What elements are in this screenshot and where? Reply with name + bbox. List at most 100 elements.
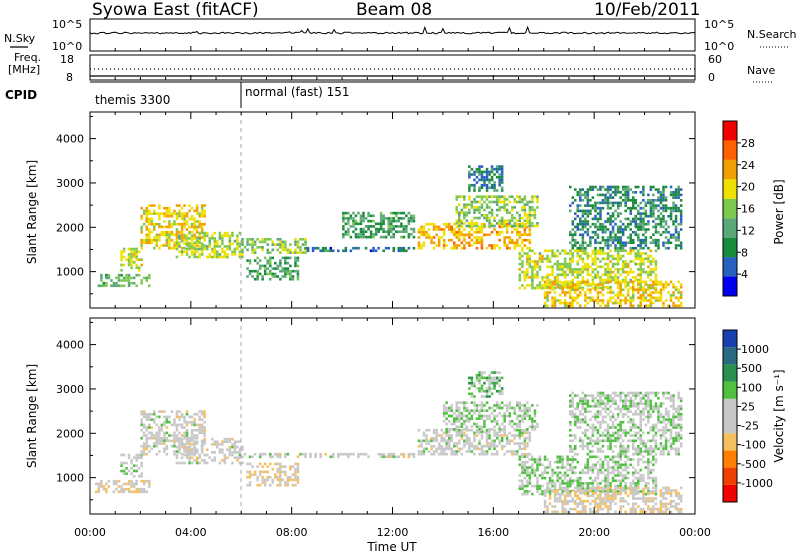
- velocity-cell: [261, 481, 264, 484]
- power-cell: [137, 250, 141, 254]
- velocity-cell: [279, 462, 282, 466]
- velocity-cell: [490, 412, 494, 415]
- power-cell: [596, 188, 600, 191]
- velocity-cell: [203, 426, 206, 429]
- velocity-cell: [566, 479, 569, 483]
- power-cell: [291, 251, 295, 254]
- velocity-cell: [319, 452, 322, 456]
- velocity-cell: [455, 430, 459, 434]
- velocity-cell: [178, 448, 181, 452]
- power-cell: [674, 196, 678, 199]
- power-cell: [669, 209, 673, 213]
- power-cell: [662, 209, 665, 213]
- velocity-cell: [397, 455, 401, 459]
- power-cell: [629, 304, 633, 308]
- velocity-cell: [122, 487, 126, 491]
- power-cell: [150, 230, 154, 234]
- velocity-cell: [432, 439, 436, 443]
- velocity-cell: [574, 436, 577, 440]
- power-cell: [604, 201, 607, 205]
- power-cell: [606, 212, 610, 215]
- power-cell: [526, 276, 529, 279]
- power-cell: [609, 254, 612, 258]
- velocity-cell: [425, 439, 428, 443]
- power-cell: [611, 241, 615, 245]
- velocity-cell: [200, 428, 204, 432]
- power-cell: [652, 185, 655, 189]
- velocity-cell: [142, 415, 146, 419]
- velocity-cell: [619, 486, 622, 490]
- velocity-cell: [203, 428, 206, 432]
- power-cell: [387, 233, 391, 236]
- velocity-cell: [198, 415, 201, 419]
- power-cell: [153, 209, 156, 213]
- velocity-cell: [632, 486, 635, 490]
- velocity-cell: [513, 452, 517, 456]
- power-cell: [395, 214, 398, 218]
- velocity-cell: [528, 414, 532, 418]
- power-cell: [465, 241, 469, 245]
- velocity-cell: [591, 415, 595, 419]
- velocity-cell: [584, 399, 587, 403]
- power-cell: [498, 233, 501, 237]
- power-cell: [241, 250, 244, 254]
- velocity-cell: [594, 497, 597, 500]
- power-cell: [662, 217, 665, 221]
- power-cell: [606, 265, 610, 269]
- velocity-cell: [173, 442, 176, 445]
- power-cell: [488, 216, 491, 220]
- power-cell: [284, 248, 287, 252]
- velocity-cell: [140, 423, 143, 427]
- velocity-cell: [591, 394, 595, 397]
- power-cell: [624, 249, 627, 253]
- velocity-cell: [551, 489, 554, 492]
- velocity-cell: [495, 414, 499, 418]
- velocity-cell: [503, 428, 506, 431]
- power-cell: [609, 249, 612, 253]
- velocity-cell: [465, 417, 469, 421]
- power-cell: [626, 291, 630, 294]
- power-colorbar-tick-label: 4: [741, 268, 748, 281]
- power-cell: [639, 293, 643, 297]
- power-cell: [629, 238, 633, 242]
- velocity-cell: [309, 452, 312, 456]
- velocity-cell: [448, 409, 451, 413]
- velocity-cell: [584, 491, 587, 495]
- velocity-cell: [649, 468, 653, 472]
- velocity-cell: [596, 510, 600, 514]
- power-cell: [263, 272, 267, 276]
- velocity-cell: [551, 468, 554, 472]
- velocity-cell: [276, 478, 280, 482]
- power-cell: [251, 248, 254, 252]
- power-cell: [664, 241, 668, 245]
- velocity-cell: [584, 407, 587, 411]
- velocity-cell: [637, 505, 640, 508]
- velocity-cell: [558, 494, 562, 498]
- power-cell: [175, 236, 179, 239]
- velocity-cell: [440, 444, 443, 448]
- velocity-cell: [178, 431, 181, 435]
- power-cell: [465, 233, 469, 237]
- velocity-cell: [639, 510, 643, 514]
- power-cell: [480, 165, 484, 168]
- velocity-cell: [589, 455, 592, 459]
- power-cell: [478, 173, 481, 176]
- velocity-cell: [521, 442, 524, 445]
- power-cell: [614, 244, 617, 247]
- velocity-cell: [274, 475, 277, 479]
- velocity-cell: [629, 507, 633, 511]
- velocity-cell: [140, 479, 143, 483]
- power-cell: [518, 233, 522, 237]
- power-cell: [500, 230, 504, 234]
- power-cell: [490, 200, 494, 204]
- power-cell: [521, 254, 524, 258]
- power-cell: [226, 255, 229, 259]
- power-cell: [485, 183, 489, 187]
- power-cell: [626, 217, 630, 221]
- power-cell: [450, 228, 454, 231]
- velocity-cell: [659, 499, 663, 503]
- velocity-cell: [236, 456, 239, 460]
- velocity-cell: [642, 476, 645, 480]
- power-cell: [132, 276, 136, 280]
- velocity-cell: [526, 444, 529, 448]
